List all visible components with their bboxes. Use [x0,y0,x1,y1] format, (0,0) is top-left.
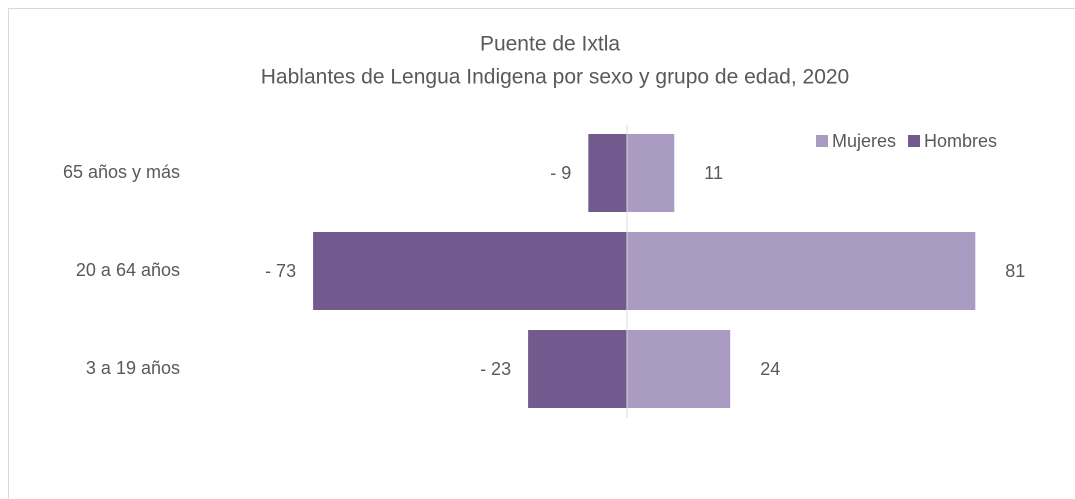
y-tick-label: 65 años y más [63,162,180,182]
bar [588,134,627,212]
bar [313,232,627,310]
bar [627,134,675,212]
bar [627,232,976,310]
bar [627,330,731,408]
legend-swatch [816,135,828,147]
data-label: 11 [704,163,723,183]
bar [528,330,627,408]
chart-subtitle: Hablantes de Lengua Indigena por sexo y … [261,66,849,89]
legend-label: Hombres [924,131,997,151]
data-label: - 23 [480,359,511,379]
data-label: - 73 [265,261,296,281]
data-label: 81 [1005,261,1025,281]
legend-swatch [908,135,921,147]
data-label: - 9 [550,163,571,183]
data-label: 24 [760,359,780,379]
legend-label: Mujeres [832,131,896,151]
y-tick-label: 20 a 64 años [76,260,180,280]
chart-title: Puente de Ixtla [480,33,620,56]
y-tick-label: 3 a 19 años [86,358,180,378]
